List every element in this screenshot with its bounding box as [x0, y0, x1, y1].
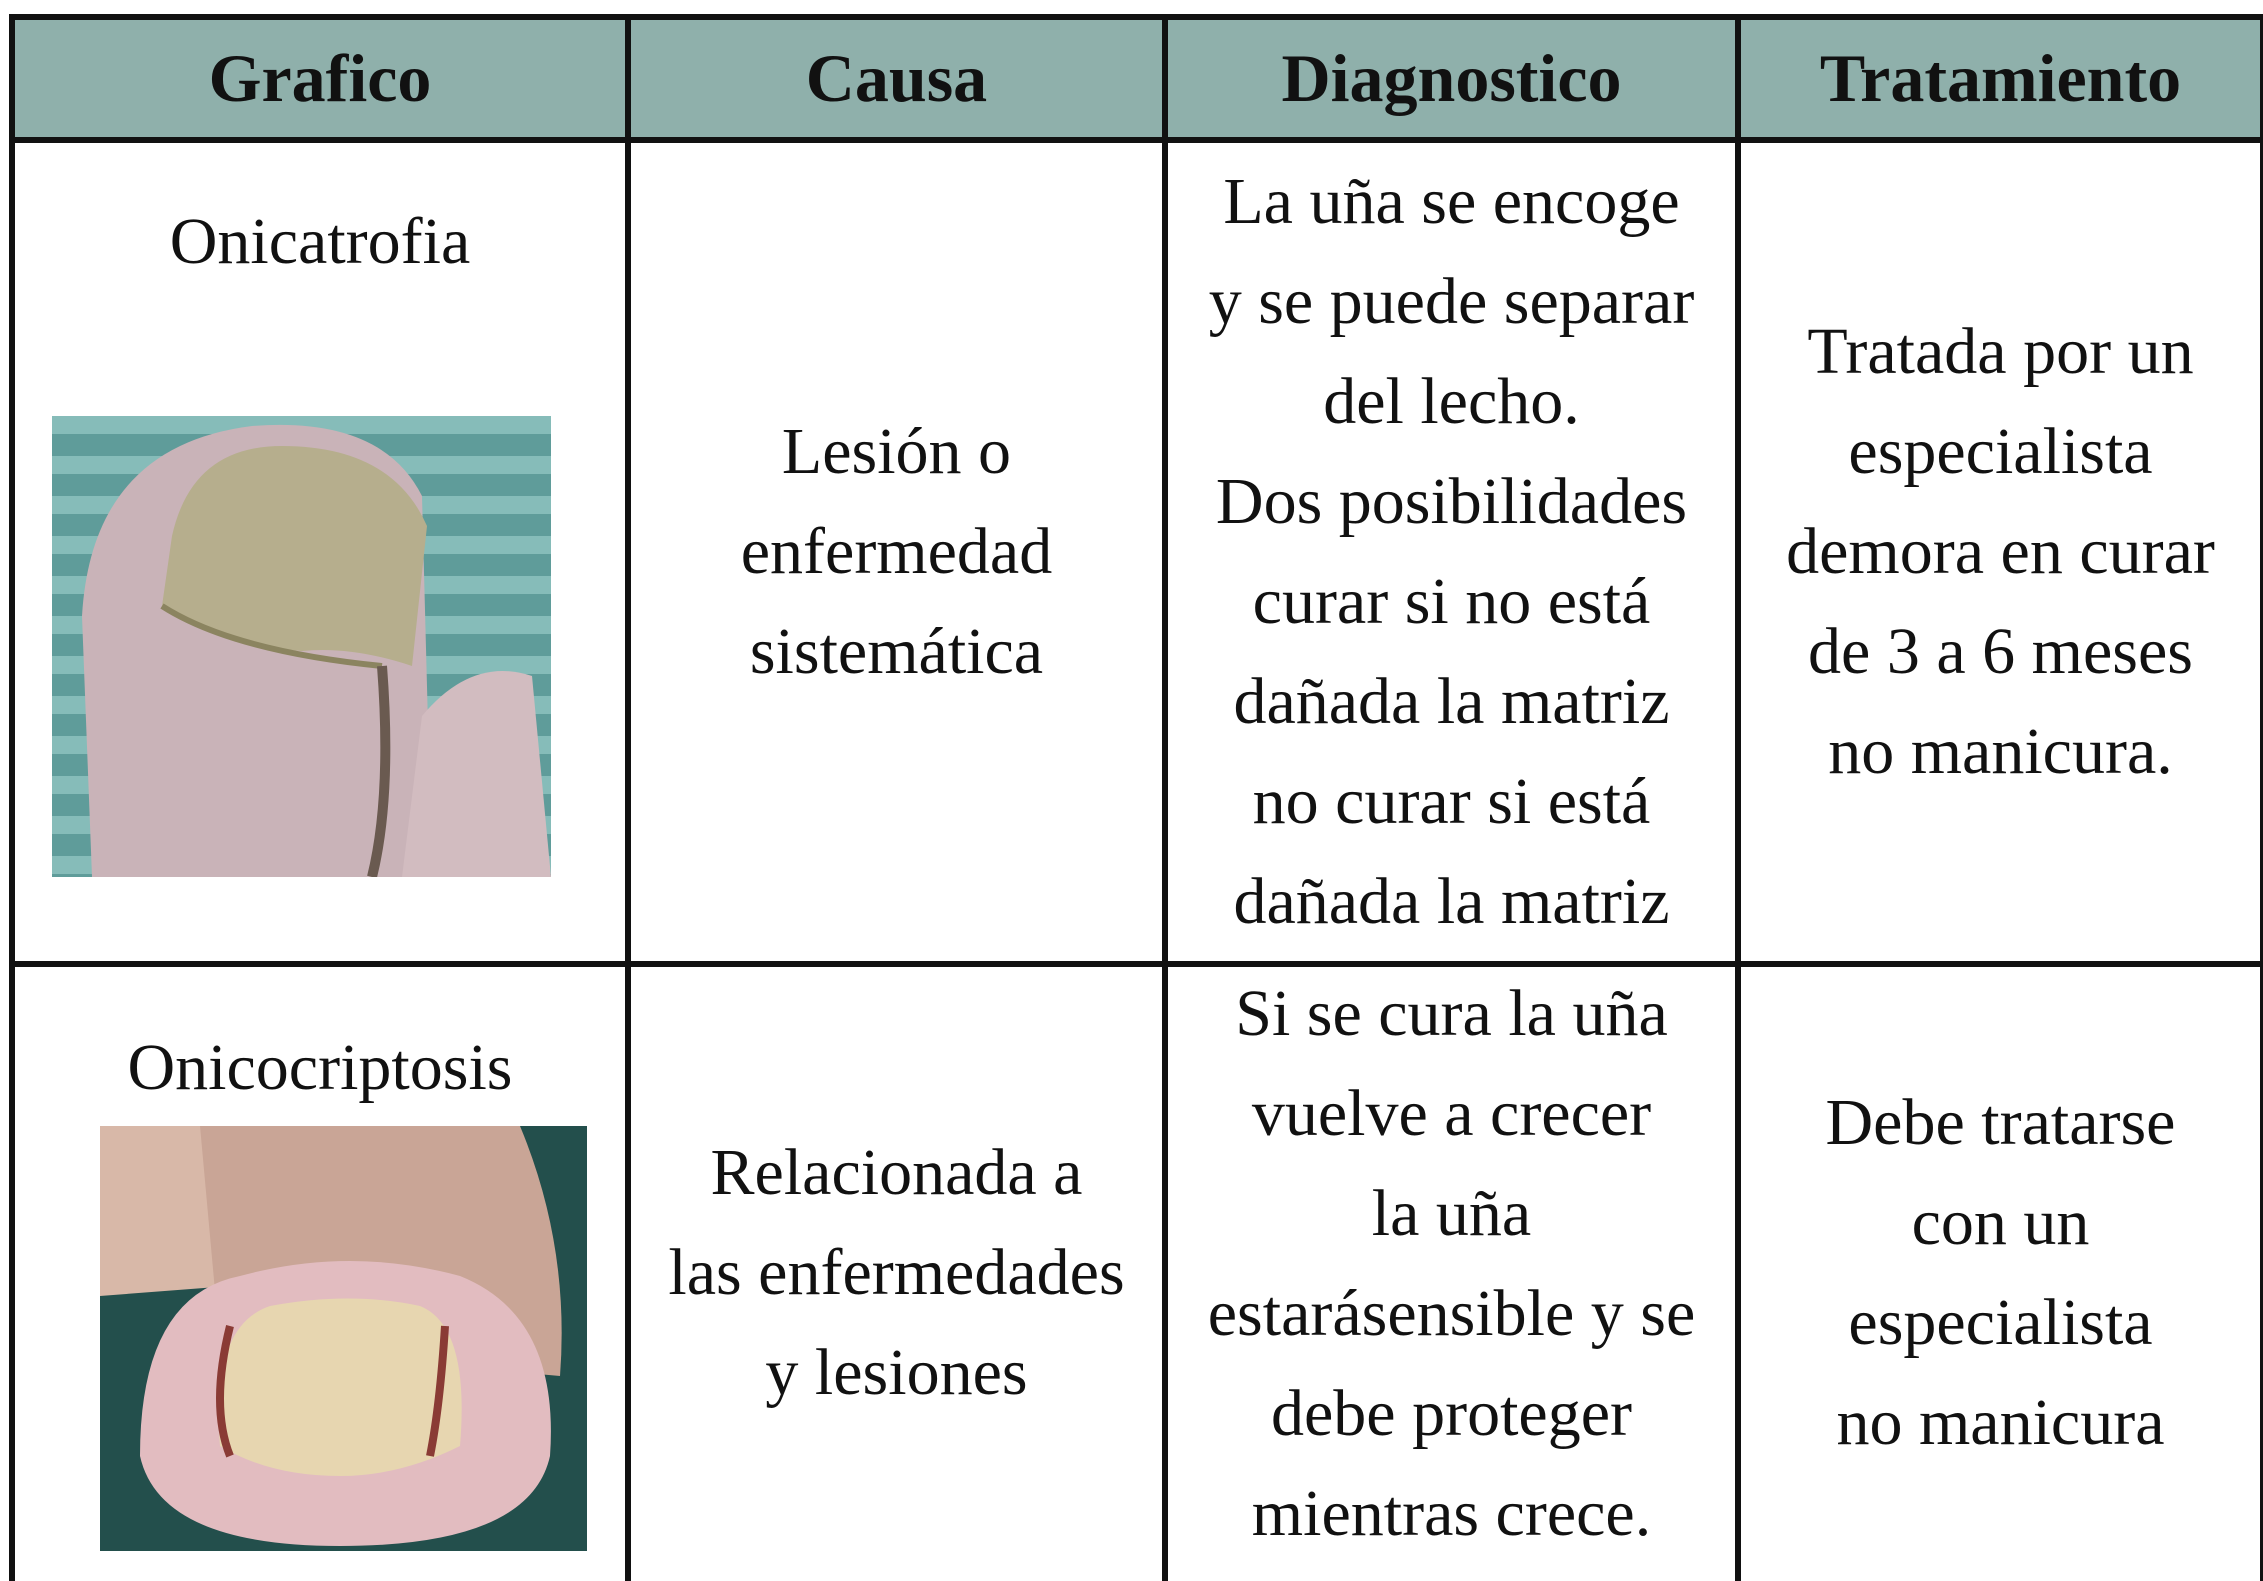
cell-line: dañada la matriz — [1233, 665, 1670, 738]
cell-line: no manicura — [1836, 1385, 2165, 1459]
table-border — [9, 14, 15, 1581]
cell-line: Lesión o — [781, 415, 1012, 488]
cell-line: no manicura. — [1828, 715, 2173, 788]
header-cell: Causa — [628, 17, 1165, 140]
cell-line: de 3 a 6 meses — [1808, 615, 2193, 688]
cell-line: y se puede separar — [1208, 265, 1695, 338]
row-name: Onicocriptosis — [127, 1031, 513, 1104]
cell-line: del lecho. — [1323, 365, 1580, 438]
cell-line: y lesiones — [765, 1335, 1028, 1409]
table-border — [2260, 14, 2263, 1581]
cell-line: enfermedad — [740, 515, 1053, 588]
cell-line: Debe tratarse — [1825, 1085, 2176, 1159]
cell-diagnostico: La uña se encoge y se puede separar del le… — [1165, 140, 1738, 964]
cell-line: la uña — [1371, 1177, 1532, 1250]
table-border — [9, 961, 2263, 967]
cell-line: no curar si está — [1252, 765, 1651, 838]
cell-line: sistemática — [749, 615, 1044, 688]
cell-line: debe proteger — [1271, 1377, 1632, 1450]
cell-line: Relacionada a — [710, 1135, 1083, 1209]
cell-line: vuelve a crecer — [1251, 1077, 1652, 1150]
cell-line: demora en curar — [1786, 515, 2215, 588]
table-border — [1735, 14, 1741, 1581]
cell-line: Si se cura la uña — [1235, 977, 1668, 1050]
table-border — [9, 137, 2263, 143]
cell-diagnostico: Si se cura la uña vuelve a crecer la uña es… — [1165, 964, 1738, 1581]
cell-line: las enfermedades — [668, 1235, 1125, 1309]
nail-photo-onicatrofia — [52, 416, 551, 877]
cell-causa: Relacionada a las enfermedades y lesiones — [628, 964, 1165, 1581]
row-name: Onicatrofia — [169, 205, 471, 278]
cell-line: dañada la matriz — [1233, 865, 1670, 938]
cell-line: especialista — [1848, 415, 2153, 488]
cell-causa: Lesión o enfermedad sistemática — [628, 140, 1165, 964]
table-border — [9, 14, 2263, 20]
table-border — [1162, 14, 1168, 1581]
cell-line: estarásensible y se — [1207, 1277, 1696, 1350]
cell-line: con un — [1911, 1185, 2090, 1259]
cell-line: mientras crece. — [1251, 1477, 1652, 1550]
nail-photo-onicocriptosis — [100, 1126, 587, 1551]
cell-line: especialista — [1848, 1285, 2153, 1359]
cell-line: curar si no está — [1252, 565, 1651, 638]
cell-tratamiento: Debe tratarse con un especialista no manicu… — [1738, 964, 2263, 1581]
cell-tratamiento: Tratada por un especialista demora en cura… — [1738, 140, 2263, 964]
table-border — [625, 14, 631, 1581]
header-cell: Tratamiento — [1738, 17, 2263, 140]
header-cell: Diagnostico — [1165, 17, 1738, 140]
header-cell: Grafico — [12, 17, 628, 140]
cell-line: Tratada por un — [1807, 315, 2194, 388]
cell-line: La uña se encoge — [1223, 165, 1680, 238]
cell-line: Dos posibilidades — [1215, 465, 1688, 538]
